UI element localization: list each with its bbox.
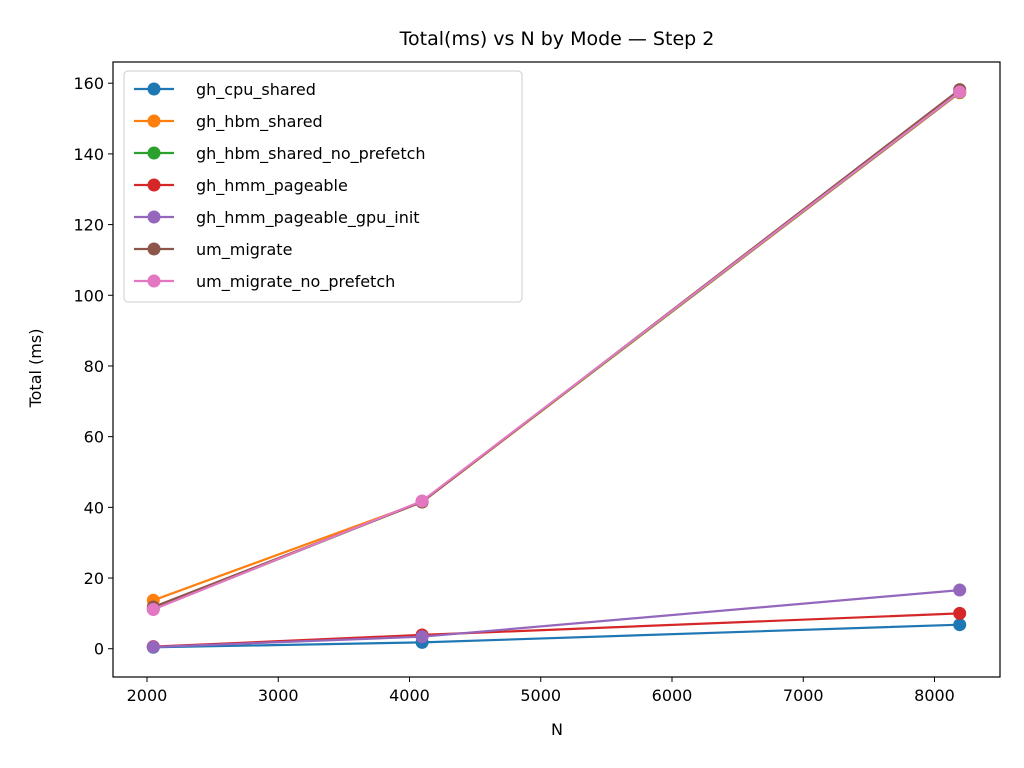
data-point-gh_cpu_shared — [953, 618, 966, 631]
y-axis-label: Total (ms) — [26, 329, 45, 409]
data-point-um_migrate_no_prefetch — [953, 86, 966, 99]
x-tick-label: 7000 — [783, 686, 824, 705]
legend-label: gh_cpu_shared — [196, 80, 316, 100]
y-tick-label: 140 — [73, 145, 104, 164]
y-tick-label: 160 — [73, 74, 104, 93]
y-tick-label: 100 — [73, 286, 104, 305]
x-tick-label: 4000 — [389, 686, 430, 705]
data-point-um_migrate_no_prefetch — [416, 494, 429, 507]
x-tick-label: 3000 — [258, 686, 299, 705]
y-tick-label: 80 — [84, 357, 104, 376]
legend-marker — [148, 179, 161, 192]
legend-marker — [148, 147, 161, 160]
y-tick-label: 20 — [84, 569, 104, 588]
legend: gh_cpu_shared gh_hbm_shared gh_hbm_shared_… — [124, 71, 522, 302]
legend-label: gh_hmm_pageable — [196, 176, 348, 196]
legend-marker — [148, 83, 161, 96]
y-tick-label: 40 — [84, 498, 104, 517]
legend-marker — [148, 115, 161, 128]
legend-label: gh_hbm_shared_no_prefetch — [196, 144, 426, 164]
data-point-um_migrate_no_prefetch — [147, 603, 160, 616]
data-point-gh_hmm_pageable_gpu_init — [953, 584, 966, 597]
y-tick-label: 60 — [84, 428, 104, 447]
legend-label: um_migrate_no_prefetch — [196, 272, 395, 292]
legend-label: gh_hmm_pageable_gpu_init — [196, 208, 420, 228]
data-point-gh_hmm_pageable_gpu_init — [416, 630, 429, 643]
x-tick-label: 8000 — [914, 686, 955, 705]
data-point-gh_hmm_pageable_gpu_init — [147, 640, 160, 653]
x-axis-label: N — [551, 720, 563, 739]
x-tick-label: 2000 — [127, 686, 168, 705]
chart-title: Total(ms) vs N by Mode — Step 2 — [399, 28, 715, 50]
legend-marker — [148, 211, 161, 224]
legend-label: um_migrate — [196, 240, 292, 260]
y-tick-label: 120 — [73, 216, 104, 235]
x-tick-label: 6000 — [652, 686, 693, 705]
y-tick-label: 0 — [94, 640, 104, 659]
x-tick-label: 5000 — [520, 686, 561, 705]
legend-marker — [148, 275, 161, 288]
data-point-gh_hmm_pageable — [953, 607, 966, 620]
legend-marker — [148, 243, 161, 256]
legend-label: gh_hbm_shared — [196, 112, 323, 132]
